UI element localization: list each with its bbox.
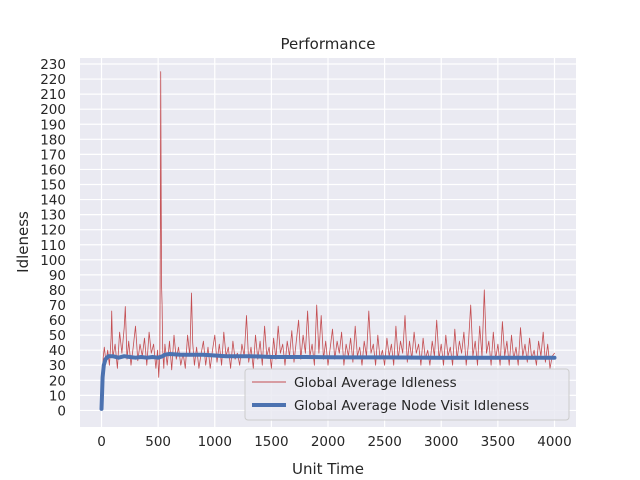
y-tick-labels: 0102030405060708090100110120130140150160…: [40, 57, 66, 419]
x-tick-label: 1000: [198, 434, 232, 450]
y-tick-label: 40: [49, 343, 66, 359]
y-tick-label: 30: [49, 358, 66, 374]
x-tick-label: 500: [145, 434, 171, 450]
legend-label-node-visit-idleness: Global Average Node Visit Idleness: [294, 398, 529, 414]
y-tick-label: 200: [40, 102, 66, 118]
series-line-global-average-node-visit-idleness: [99, 352, 557, 411]
chart-title: Performance: [280, 35, 375, 53]
legend-box: [244, 368, 570, 421]
y-tick-label: 140: [40, 193, 66, 209]
y-axis-label: Idleness: [14, 211, 32, 273]
series-line-global-average-idleness: [101, 71, 555, 408]
y-tick-label: 50: [49, 328, 66, 344]
x-tick-labels: 0 500 1000 1500 2000 2500 3000 3500 4000: [97, 434, 571, 450]
y-tick-label: 180: [40, 132, 66, 148]
x-tick-label: 1500: [254, 434, 288, 450]
x-tick-label: 2000: [311, 434, 345, 450]
y-tick-label: 210: [40, 87, 66, 103]
y-tick-label: 60: [49, 313, 66, 329]
y-tick-label: 110: [40, 238, 66, 254]
x-tick-label: 0: [97, 434, 106, 450]
y-tick-label: 190: [40, 117, 66, 133]
y-tick-label: 230: [40, 57, 66, 73]
y-tick-label: 20: [49, 373, 66, 389]
legend-label-idleness: Global Average Idleness: [294, 375, 457, 391]
y-tick-label: 80: [49, 283, 66, 299]
y-tick-label: 170: [40, 147, 66, 163]
y-tick-label: 10: [49, 388, 66, 404]
y-tick-label: 0: [57, 403, 66, 419]
y-tick-label: 130: [40, 208, 66, 224]
y-tick-label: 100: [40, 253, 66, 269]
series-layer: [99, 71, 557, 411]
y-tick-label: 150: [40, 178, 66, 194]
y-tick-label: 90: [49, 268, 66, 284]
x-tick-label: 4000: [537, 434, 571, 450]
x-axis-label: Unit Time: [292, 460, 364, 478]
y-tick-label: 70: [49, 298, 66, 314]
x-tick-label: 3500: [481, 434, 515, 450]
y-tick-label: 160: [40, 162, 66, 178]
legend: Global Average Idleness Global Average N…: [244, 368, 570, 421]
x-tick-label: 2500: [367, 434, 401, 450]
y-tick-label: 120: [40, 223, 66, 239]
x-tick-label: 3000: [424, 434, 458, 450]
y-tick-label: 220: [40, 72, 66, 88]
